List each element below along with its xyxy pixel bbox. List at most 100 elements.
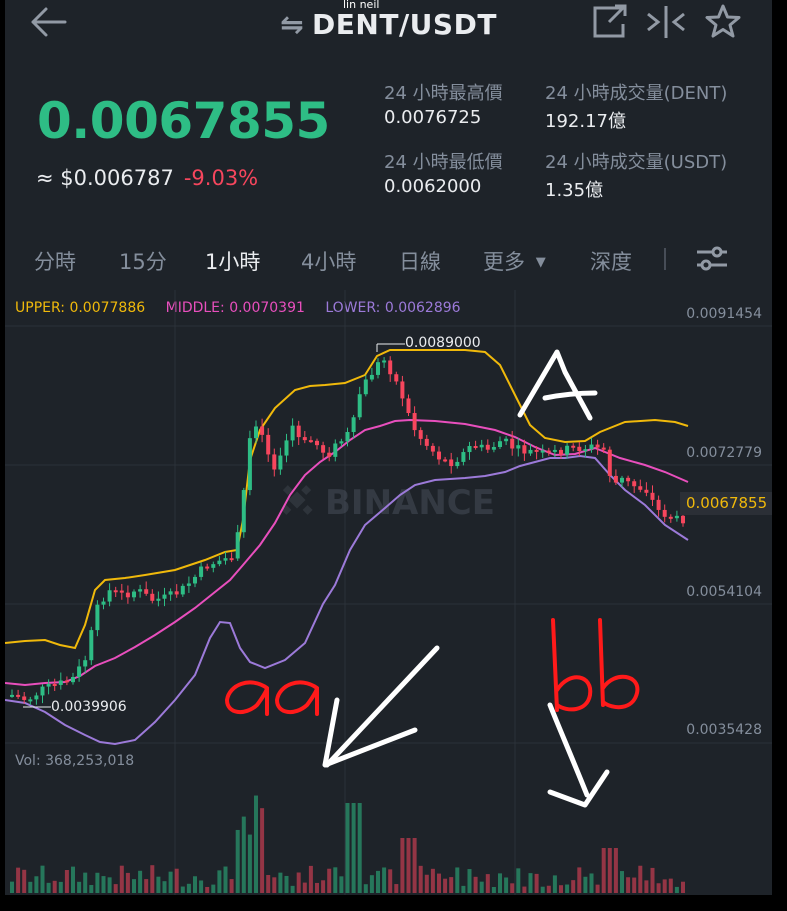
volume-bar xyxy=(394,884,399,893)
low-label: 24 小時最低價 xyxy=(384,152,503,173)
volume-bars xyxy=(10,795,685,893)
candle xyxy=(193,576,197,584)
vol-dent-value: 192.17億 xyxy=(545,111,626,132)
tab-daily[interactable]: 日線 xyxy=(399,250,441,274)
candle xyxy=(595,444,600,448)
volume-bar xyxy=(552,875,557,893)
candle xyxy=(205,566,210,569)
volume-bar xyxy=(16,867,21,893)
volume-bar xyxy=(260,808,265,893)
candlestick-chart[interactable]: BINANCE xyxy=(5,0,772,895)
volume-bar xyxy=(357,803,362,893)
arrow-bb xyxy=(547,702,610,808)
candle xyxy=(388,360,393,375)
candle xyxy=(583,449,588,452)
volume-bar xyxy=(315,882,319,893)
candle xyxy=(10,694,14,697)
tab-15m[interactable]: 15分 xyxy=(119,250,167,274)
candles xyxy=(10,356,685,705)
candle xyxy=(656,499,661,510)
candle xyxy=(95,604,100,631)
candle xyxy=(83,660,88,667)
volume-bar xyxy=(418,865,423,893)
price-change: -9.03% xyxy=(183,166,259,190)
volume-bar xyxy=(595,884,600,893)
tab-time-sharing[interactable]: 分時 xyxy=(34,250,76,274)
candle xyxy=(430,445,435,452)
volume-bar xyxy=(333,867,338,893)
last-price: 0.0067855 xyxy=(37,92,330,150)
volume-bar xyxy=(241,816,246,893)
volume-bar xyxy=(302,882,307,893)
tab-divider xyxy=(664,248,666,270)
tab-more[interactable]: 更多 ▼ xyxy=(483,246,546,276)
volume-bar xyxy=(125,872,130,893)
volume-bar xyxy=(626,877,631,893)
high-label: 24 小時最高價 xyxy=(384,83,503,104)
candle xyxy=(28,699,33,702)
volume-bar xyxy=(205,886,210,893)
candle xyxy=(571,445,576,448)
volume-bar xyxy=(180,886,185,893)
volume-bar xyxy=(339,876,344,893)
volume-bar xyxy=(430,868,435,893)
tab-depth[interactable]: 深度 xyxy=(590,250,632,274)
candle xyxy=(668,516,673,519)
candle xyxy=(522,445,527,454)
high-annotation: 0.0089000 xyxy=(405,335,481,351)
volume-bar xyxy=(455,867,460,893)
tab-1h[interactable]: 1小時 xyxy=(205,250,261,274)
candle xyxy=(418,430,423,439)
candle xyxy=(302,437,307,441)
volume-bar xyxy=(662,879,667,893)
fiat-row: ≈ $0.006787 -9.03% xyxy=(36,166,258,190)
candle xyxy=(180,585,185,595)
volume-bar xyxy=(589,873,594,893)
volume-bar xyxy=(467,869,472,893)
volume-bar xyxy=(632,877,637,893)
candle xyxy=(638,486,643,490)
volume-label: Vol: 368,253,018 xyxy=(15,753,135,769)
candle xyxy=(607,449,612,476)
volume-bar xyxy=(162,881,167,893)
candle xyxy=(260,426,265,435)
volume-bar xyxy=(113,884,118,893)
candle xyxy=(473,446,478,449)
volume-bar xyxy=(95,872,100,893)
bollinger-legend: UPPER: 0.0077886 MIDDLE: 0.0070391 LOWER… xyxy=(15,300,477,316)
chevron-down-icon: ▼ xyxy=(535,255,546,270)
candle xyxy=(620,477,624,483)
volume-bar xyxy=(650,867,655,893)
volume-bar xyxy=(40,865,45,893)
candle xyxy=(296,425,301,438)
candle xyxy=(510,438,515,449)
candle xyxy=(443,459,448,462)
volume-bar xyxy=(327,868,332,893)
candle xyxy=(254,426,258,439)
volume-bar xyxy=(644,880,649,893)
candle xyxy=(186,583,191,586)
candle xyxy=(144,589,149,594)
tab-4h[interactable]: 4小時 xyxy=(301,250,357,274)
arrow-aa xyxy=(322,645,440,768)
volume-bar xyxy=(369,875,374,893)
candle xyxy=(125,592,130,598)
pair-title[interactable]: ⇋ DENT/USDT xyxy=(5,8,772,41)
candle xyxy=(455,461,460,467)
bb-middle: MIDDLE: 0.0070391 xyxy=(165,300,305,316)
volume-bar xyxy=(620,871,624,893)
candle xyxy=(64,680,69,683)
candle xyxy=(534,449,539,452)
volume-bar xyxy=(498,873,502,893)
volume-bar xyxy=(28,881,33,893)
candle xyxy=(382,360,387,363)
volume-bar xyxy=(107,877,112,893)
candle xyxy=(284,440,289,456)
fiat-price: ≈ $0.006787 xyxy=(36,166,174,190)
candle xyxy=(308,440,313,443)
volume-bar xyxy=(449,877,454,893)
candle xyxy=(485,444,490,450)
volume-bar xyxy=(437,873,441,893)
candle xyxy=(504,438,509,442)
swap-icon[interactable]: ⇋ xyxy=(280,8,305,41)
